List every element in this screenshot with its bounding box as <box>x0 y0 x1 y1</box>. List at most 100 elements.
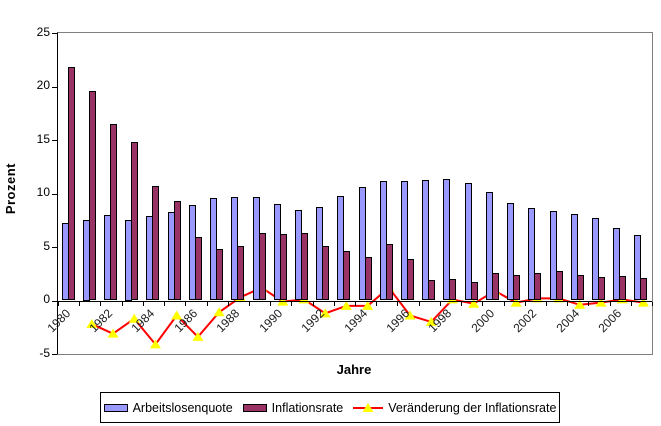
bar-inflationsrate-1998 <box>449 279 457 301</box>
bar-arbeitslosenquote-2003 <box>549 210 557 301</box>
bar-inflationsrate-1989 <box>258 233 266 301</box>
x-tick <box>312 301 314 306</box>
bar-arbeitslosenquote-2005 <box>591 218 599 301</box>
bar-arbeitslosenquote-1995 <box>379 180 387 301</box>
bar-inflationsrate-2006 <box>619 275 627 301</box>
bar-arbeitslosenquote-1997 <box>422 179 430 301</box>
y-tick <box>52 193 57 195</box>
bar-inflationsrate-1991 <box>300 233 308 301</box>
bar-inflationsrate-1994 <box>364 256 372 301</box>
x-tick <box>270 301 272 306</box>
x-tick <box>567 301 569 306</box>
y-tick <box>52 140 57 141</box>
x-tick <box>164 301 166 306</box>
inflation-bar-swatch-icon <box>242 403 267 412</box>
y-tick-label: -5 <box>39 345 50 360</box>
x-tick <box>142 301 144 306</box>
y-tick-label: 5 <box>43 238 50 253</box>
bar-inflationsrate-1985 <box>173 200 181 301</box>
x-tick <box>418 301 420 306</box>
y-tick <box>52 86 57 88</box>
y-tick-label: 0 <box>43 292 50 306</box>
bar-inflationsrate-1992 <box>322 245 330 301</box>
x-tick <box>79 301 81 306</box>
legend-label-arbeitslosenquote: Arbeitslosenquote <box>132 400 233 415</box>
y-tick-label: 10 <box>36 185 50 199</box>
y-tick-label: 25 <box>36 24 50 39</box>
bar-arbeitslosenquote-2002 <box>528 208 536 301</box>
bar-arbeitslosenquote-2004 <box>570 213 578 301</box>
bar-inflationsrate-1993 <box>343 251 351 301</box>
bar-arbeitslosenquote-1999 <box>464 182 472 301</box>
legend-label-inflationsrate: Inflationsrate <box>271 400 344 415</box>
triangle-marker-icon <box>340 300 352 310</box>
bar-inflationsrate-1990 <box>279 234 287 301</box>
legend-item-arbeitslosenquote: Arbeitslosenquote <box>103 400 233 415</box>
legend-label-veraenderung: Veränderung der Inflationsrate <box>388 400 557 415</box>
x-tick <box>376 301 378 306</box>
y-tick <box>52 33 57 34</box>
bar-inflationsrate-1982 <box>110 123 118 301</box>
bar-arbeitslosenquote-1998 <box>443 178 451 301</box>
y-tick-label: 15 <box>36 131 50 146</box>
x-tick <box>503 301 505 306</box>
bar-arbeitslosenquote-2007 <box>634 235 642 301</box>
bar-inflationsrate-2003 <box>555 270 563 301</box>
x-tick <box>545 301 547 306</box>
x-tick <box>439 301 441 306</box>
x-tick <box>461 301 463 306</box>
x-tick <box>333 301 335 306</box>
bar-arbeitslosenquote-1996 <box>401 180 409 301</box>
x-tick <box>58 301 59 306</box>
bar-arbeitslosenquote-2006 <box>613 227 621 301</box>
unemployment-bar-swatch-icon <box>103 403 128 412</box>
legend: Arbeitslosenquote Inflationsrate Verände… <box>100 392 560 423</box>
bar-inflationsrate-1980 <box>67 67 75 301</box>
bar-inflationsrate-1997 <box>428 280 436 301</box>
bar-inflationsrate-1986 <box>194 237 202 301</box>
bar-arbeitslosenquote-1994 <box>358 187 366 301</box>
bar-inflationsrate-1983 <box>131 142 139 301</box>
x-tick <box>227 301 229 306</box>
bar-arbeitslosenquote-2000 <box>485 192 493 301</box>
x-tick <box>100 301 102 306</box>
x-tick <box>652 301 653 306</box>
bar-inflationsrate-1987 <box>216 249 224 301</box>
bar-inflationsrate-1995 <box>385 243 393 301</box>
x-tick <box>524 301 526 306</box>
legend-item-veraenderung: Veränderung der Inflationsrate <box>353 401 556 415</box>
bar-inflationsrate-2001 <box>513 274 521 301</box>
x-tick <box>630 301 632 306</box>
x-tick <box>121 301 123 306</box>
legend-item-inflationsrate: Inflationsrate <box>242 400 344 415</box>
bar-inflationsrate-1988 <box>237 245 245 301</box>
x-axis-title: Jahre <box>336 362 372 377</box>
x-tick <box>482 301 484 306</box>
bar-arbeitslosenquote-2001 <box>507 203 515 301</box>
x-tick <box>609 301 611 306</box>
line-marker-swatch-icon <box>353 402 384 414</box>
y-tick <box>52 247 57 248</box>
bar-inflationsrate-1984 <box>152 186 160 301</box>
triangle-marker-icon <box>362 300 374 310</box>
bar-inflationsrate-1981 <box>88 90 96 301</box>
y-tick <box>52 354 57 355</box>
bar-inflationsrate-2000 <box>491 272 499 301</box>
x-tick <box>291 301 293 306</box>
y-tick <box>52 300 57 302</box>
bar-inflationsrate-2007 <box>640 278 648 301</box>
x-tick <box>588 301 590 306</box>
bar-arbeitslosenquote-1993 <box>337 195 345 301</box>
x-tick <box>248 301 250 306</box>
bar-inflationsrate-2005 <box>597 276 605 301</box>
bar-inflationsrate-2002 <box>534 272 542 301</box>
x-tick <box>206 301 208 306</box>
bar-inflationsrate-1996 <box>407 258 415 301</box>
bar-inflationsrate-1999 <box>470 282 478 301</box>
x-tick <box>397 301 399 306</box>
bar-inflationsrate-2004 <box>576 274 584 301</box>
x-tick <box>185 301 187 306</box>
x-tick <box>355 301 356 306</box>
x-axis-line <box>58 300 652 302</box>
